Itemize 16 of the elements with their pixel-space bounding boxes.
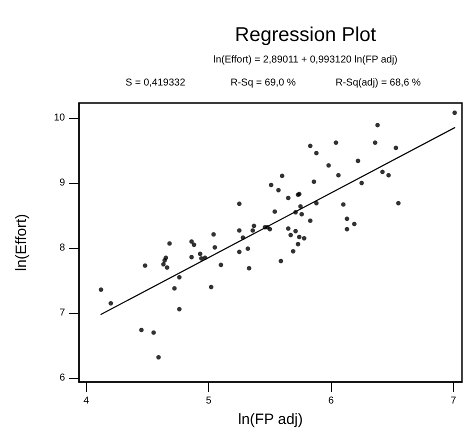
text: R-Sq(adj) = 68,6 % (336, 78, 421, 88)
y-tick-label: 6 (59, 372, 66, 384)
x-axis-title: ln(FP adj) (238, 411, 303, 428)
y-axis-title: ln(Effort) (13, 214, 30, 272)
x-tick-label: 4 (84, 396, 90, 406)
chart-title: Regression Plot (234, 24, 377, 46)
x-tick-label: 5 (206, 396, 212, 406)
x-tick-label: 6 (328, 396, 334, 406)
text: S = 0,419332 (126, 78, 186, 88)
y-tick-label: 10 (54, 112, 66, 124)
x-tick-label: 7 (450, 396, 457, 406)
y-tick-label: 8 (59, 242, 66, 254)
y-tick-label: 9 (59, 177, 66, 188)
text: R-Sq = 69,0 % (230, 78, 296, 88)
chart-subtitle: ln(Effort) = 2,89011 + 0,993120 ln(FP adj) (213, 54, 398, 66)
y-tick-label: 7 (59, 308, 66, 319)
